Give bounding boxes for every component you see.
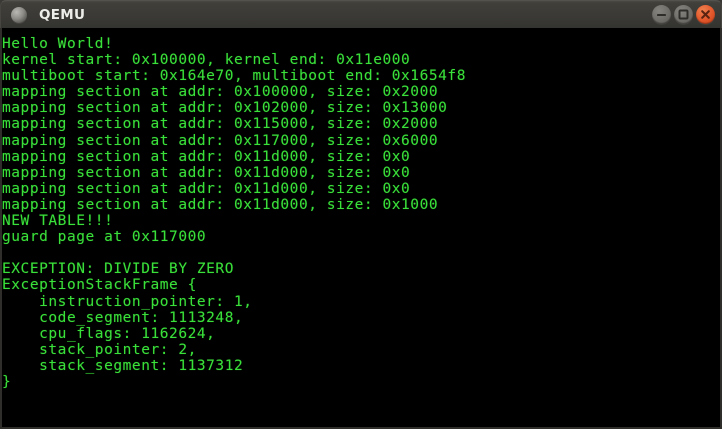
terminal-line: mapping section at addr: 0x11d000, size:… — [2, 164, 411, 181]
terminal-line: instruction_pointer: 1, — [2, 293, 253, 310]
close-button[interactable] — [696, 5, 715, 24]
terminal-line: stack_pointer: 2, — [2, 341, 197, 358]
terminal-line: mapping section at addr: 0x115000, size:… — [2, 116, 439, 133]
window-controls — [652, 5, 715, 24]
terminal-line: Hello World! — [2, 36, 114, 52]
terminal-output: Hello World! kernel start: 0x100000, kern… — [2, 28, 720, 391]
maximize-button[interactable] — [674, 5, 693, 24]
close-icon — [701, 10, 710, 19]
minimize-button[interactable] — [652, 5, 671, 24]
qemu-terminal-display[interactable]: Hello World! kernel start: 0x100000, kern… — [0, 28, 722, 429]
terminal-line: mapping section at addr: 0x102000, size:… — [2, 100, 448, 117]
terminal-line: mapping section at addr: 0x11d000, size:… — [2, 196, 439, 213]
terminal-line: ExceptionStackFrame { — [2, 277, 197, 294]
terminal-line: mapping section at addr: 0x11d000, size:… — [2, 148, 411, 165]
maximize-icon — [678, 9, 689, 20]
terminal-line: multiboot start: 0x164e70, multiboot end… — [2, 68, 466, 85]
terminal-line: mapping section at addr: 0x117000, size:… — [2, 132, 439, 149]
window-titlebar[interactable]: QEMU — [0, 0, 722, 28]
terminal-line: EXCEPTION: DIVIDE BY ZERO — [2, 261, 234, 278]
terminal-line: mapping section at addr: 0x11d000, size:… — [2, 180, 411, 197]
terminal-line: kernel start: 0x100000, kernel end: 0x11… — [2, 52, 411, 69]
terminal-line: mapping section at addr: 0x100000, size:… — [2, 84, 439, 101]
minimize-icon — [657, 14, 666, 16]
window-title: QEMU — [39, 6, 86, 23]
terminal-line: cpu_flags: 1162624, — [2, 325, 216, 342]
terminal-line: stack_segment: 1137312 — [2, 357, 244, 374]
terminal-line: NEW TABLE!!! — [2, 213, 114, 230]
terminal-line: guard page at 0x117000 — [2, 229, 207, 246]
terminal-line — [2, 245, 720, 261]
terminal-line: } — [2, 373, 12, 390]
qemu-app-icon — [11, 6, 27, 23]
terminal-line: code_segment: 1113248, — [2, 309, 244, 326]
